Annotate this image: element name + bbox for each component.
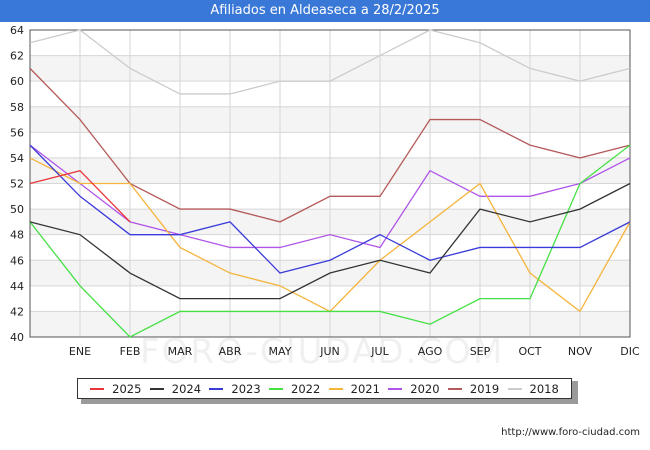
series-lines bbox=[29, 29, 631, 338]
legend-label: 2021 bbox=[350, 381, 380, 396]
series-line-2025 bbox=[29, 169, 131, 223]
legend-swatch bbox=[90, 387, 105, 390]
x-tick-label: MAY bbox=[269, 345, 292, 358]
legend-item-2018: 2018 bbox=[507, 381, 559, 396]
legend-label: 2023 bbox=[231, 381, 261, 396]
legend-item-2021: 2021 bbox=[328, 381, 380, 396]
legend-swatch bbox=[447, 387, 462, 390]
legend-label: 2019 bbox=[469, 381, 500, 396]
legend: 2025 2024 2023 2022 2021 2020 2019 2018 bbox=[77, 378, 572, 399]
legend-label: 2020 bbox=[410, 381, 440, 396]
legend-item-2020: 2020 bbox=[388, 381, 440, 396]
series-line-2018 bbox=[29, 29, 631, 95]
y-tick-label: 60 bbox=[10, 75, 24, 88]
legend-label: 2022 bbox=[291, 381, 321, 396]
y-tick-labels: 40 42 44 46 48 50 52 54 56 58 60 62 64 bbox=[10, 24, 24, 344]
x-tick-label: JUL bbox=[370, 345, 389, 358]
y-tick-label: 40 bbox=[10, 331, 24, 344]
chart-title: Afiliados en Aldeaseca a 28/2/2025 bbox=[0, 0, 650, 22]
series-line-2023 bbox=[29, 144, 631, 274]
legend-item-2022: 2022 bbox=[269, 382, 320, 396]
y-tick-label: 48 bbox=[10, 229, 24, 242]
x-tick-label: SEP bbox=[470, 345, 491, 358]
x-tick-label: NOV bbox=[568, 345, 593, 358]
legend-item-2025: 2025 bbox=[90, 382, 141, 396]
y-tick-label: 56 bbox=[10, 126, 24, 139]
legend-swatch bbox=[209, 387, 224, 390]
x-tick-label: OCT bbox=[518, 345, 541, 358]
legend-label: 2018 bbox=[529, 381, 559, 396]
legend-label: 2024 bbox=[171, 381, 202, 396]
x-tick-label: MAR bbox=[168, 345, 193, 358]
watermark: FORO-CIUDAD.COM bbox=[140, 332, 505, 372]
x-tick-label: ENE bbox=[69, 345, 91, 358]
legend-swatch bbox=[388, 387, 403, 390]
x-tick-label: FEB bbox=[120, 345, 141, 358]
legend-swatch bbox=[269, 387, 284, 390]
y-tick-label: 62 bbox=[10, 50, 24, 63]
y-tick-label: 52 bbox=[10, 178, 24, 191]
source-url: http://www.foro-ciudad.com bbox=[501, 427, 640, 438]
legend-item-2024: 2024 bbox=[149, 381, 202, 396]
y-tick-label: 42 bbox=[10, 305, 24, 318]
series-line-2024 bbox=[29, 182, 631, 300]
legend-item-2023: 2023 bbox=[209, 381, 261, 396]
legend-swatch bbox=[507, 387, 522, 390]
legend-label: 2025 bbox=[112, 381, 142, 396]
x-tick-label: AGO bbox=[418, 345, 443, 358]
y-tick-label: 44 bbox=[10, 280, 24, 293]
y-tick-label: 58 bbox=[10, 101, 24, 114]
y-tick-label: 54 bbox=[10, 152, 24, 165]
x-tick-label: JUN bbox=[319, 345, 340, 358]
x-tick-label: DIC bbox=[620, 345, 640, 358]
legend-item-2019: 2019 bbox=[447, 381, 500, 396]
x-tick-label: ABR bbox=[219, 345, 242, 358]
legend-swatch bbox=[328, 387, 343, 390]
x-tick-labels: ENE FEB MAR ABR MAY JUN JUL AGO SEP OCT NOV DIC bbox=[69, 345, 640, 358]
y-tick-label: 64 bbox=[10, 24, 24, 37]
series-line-2022 bbox=[29, 144, 631, 338]
y-tick-label: 50 bbox=[10, 203, 24, 216]
legend-swatch bbox=[149, 387, 164, 390]
y-tick-label: 46 bbox=[10, 254, 24, 267]
